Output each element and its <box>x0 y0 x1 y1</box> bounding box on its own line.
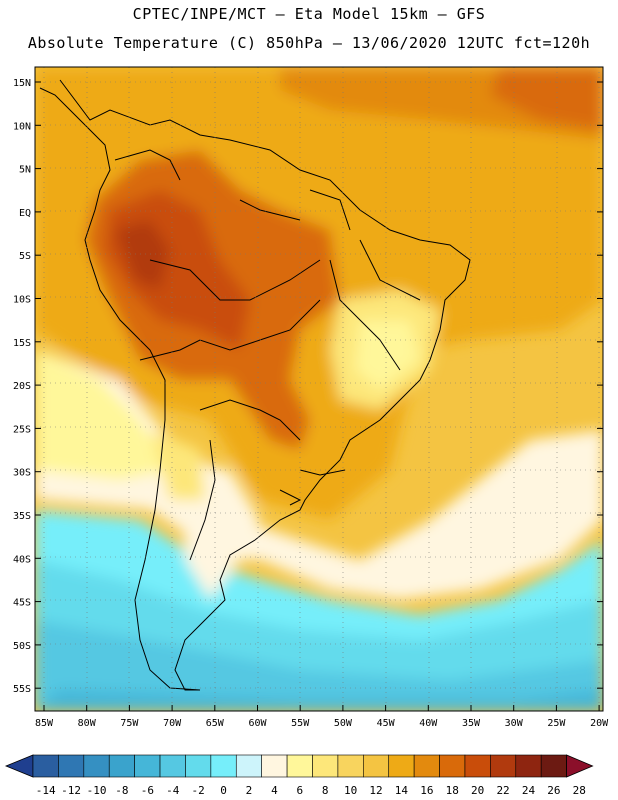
colorbar-swatch <box>261 754 288 778</box>
colorbar-label: 8 <box>322 784 329 797</box>
colorbar-label: 0 <box>220 784 227 797</box>
lon-label: 80W <box>78 718 97 729</box>
lat-label: 15N <box>13 78 31 89</box>
colorbar-swatch <box>388 754 415 778</box>
colorbar-label: 6 <box>296 784 303 797</box>
colorbar-swatch <box>108 754 135 778</box>
colorbar-label: 24 <box>522 784 536 797</box>
lat-label: 5S <box>19 251 31 262</box>
colorbar-swatch <box>210 754 237 778</box>
colorbar-arrow-low <box>4 754 34 778</box>
colorbar-label: -14 <box>36 784 56 797</box>
colorbar-swatch <box>58 754 85 778</box>
colorbar-label: -6 <box>141 784 154 797</box>
colorbar-label: -4 <box>166 784 180 797</box>
lat-label: 55S <box>13 684 31 695</box>
lon-label: 50W <box>334 718 353 729</box>
colorbar-swatch <box>413 754 440 778</box>
colorbar-swatch <box>439 754 466 778</box>
lon-label: 20W <box>590 718 609 729</box>
lon-label: 55W <box>291 718 310 729</box>
colorbar-label: 28 <box>573 784 586 797</box>
colorbar-label: 10 <box>344 784 357 797</box>
colorbar-swatch <box>515 754 542 778</box>
colorbar-swatch <box>312 754 339 778</box>
colorbar-swatch <box>134 754 161 778</box>
lat-label: 35S <box>13 511 31 522</box>
colorbar-label: 20 <box>471 784 484 797</box>
lon-label: 85W <box>35 718 54 729</box>
title-line-model: CPTEC/INPE/MCT – Eta Model 15km – GFS <box>132 5 486 23</box>
lat-label: 20S <box>13 381 31 392</box>
colorbar-label: 2 <box>246 784 253 797</box>
lon-label: 65W <box>206 718 225 729</box>
colorbar-swatch <box>286 754 313 778</box>
colorbar-label: -12 <box>61 784 81 797</box>
colorbar-swatch <box>235 754 262 778</box>
lat-label: 10N <box>13 121 31 132</box>
lon-label: 25W <box>547 718 566 729</box>
lat-label: 10S <box>13 295 31 306</box>
coastline-outline <box>39 79 471 691</box>
colorbar-label: 18 <box>446 784 459 797</box>
lon-label: 45W <box>377 718 396 729</box>
lat-label: 40S <box>13 554 31 565</box>
lon-label: 40W <box>419 718 438 729</box>
colorbar-label: -2 <box>192 784 205 797</box>
lat-label: 5N <box>19 165 31 176</box>
colorbar-label: 26 <box>547 784 560 797</box>
lon-label: 75W <box>120 718 139 729</box>
colorbar-swatch <box>363 754 390 778</box>
colorbar-swatch <box>32 754 59 778</box>
colorbar-swatch <box>185 754 212 778</box>
colorbar-swatch <box>83 754 110 778</box>
colorbar-swatch <box>337 754 364 778</box>
colorbar-label: 14 <box>395 784 409 797</box>
lat-label: 45S <box>13 598 31 609</box>
colorbar-label: -10 <box>87 784 107 797</box>
colorbar-label: -8 <box>115 784 128 797</box>
map-frame <box>34 66 604 712</box>
title-line-variable: Absolute Temperature (C) 850hPa – 13/06/… <box>27 34 591 52</box>
colorbar-label: 16 <box>420 784 433 797</box>
colorbar <box>4 754 594 778</box>
colorbar-swatch <box>464 754 491 778</box>
colorbar-arrow-high <box>566 754 594 778</box>
colorbar-label: 12 <box>369 784 382 797</box>
lat-label: 15S <box>13 338 31 349</box>
colorbar-swatch <box>540 754 567 778</box>
lat-label: EQ <box>19 208 31 219</box>
colorbar-label: 4 <box>271 784 278 797</box>
lat-label: 30S <box>13 468 31 479</box>
colorbar-swatch <box>490 754 517 778</box>
lon-label: 35W <box>462 718 481 729</box>
temperature-field <box>35 67 603 711</box>
lon-label: 60W <box>248 718 267 729</box>
lon-label: 70W <box>163 718 182 729</box>
colorbar-label: 22 <box>496 784 509 797</box>
lat-label: 25S <box>13 424 31 435</box>
colorbar-swatch <box>159 754 186 778</box>
lon-label: 30W <box>505 718 524 729</box>
lat-label: 50S <box>13 641 31 652</box>
